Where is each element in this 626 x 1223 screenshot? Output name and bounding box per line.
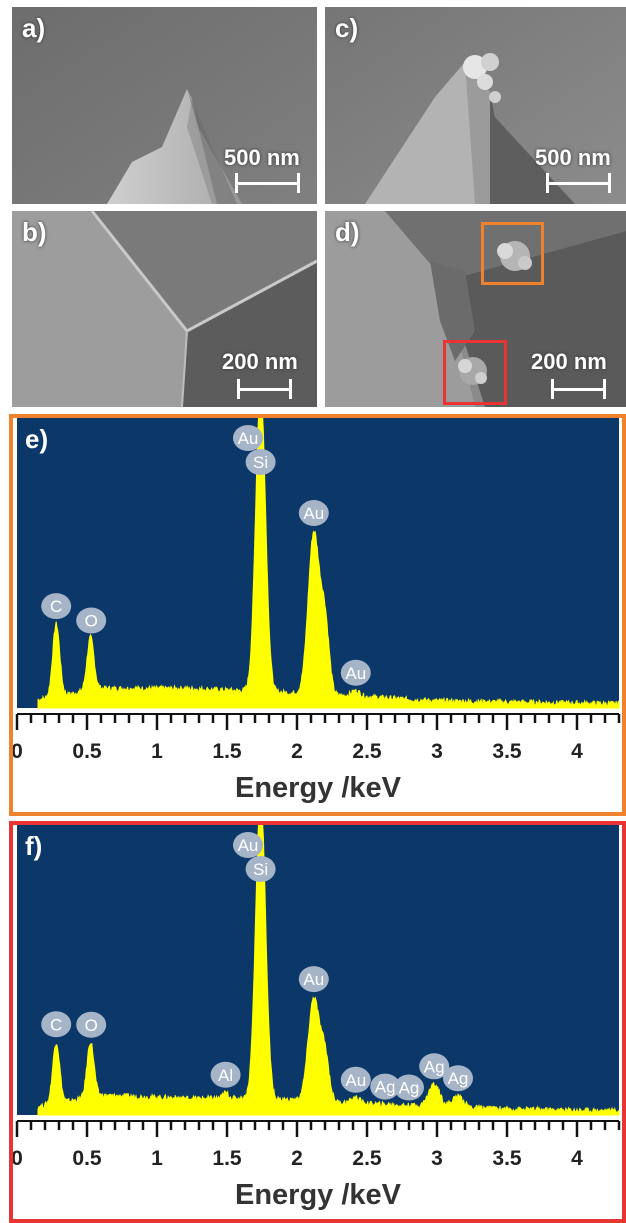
peak-label-o: O <box>76 607 107 634</box>
x-tick-label: 0 <box>13 740 23 763</box>
sem-image-tip-overview <box>12 7 317 204</box>
svg-text:Si: Si <box>253 860 268 879</box>
spectrum-trace <box>37 825 620 1116</box>
x-tick-label: 3.5 <box>492 1147 522 1170</box>
sem-panel-a: a) 500 nm <box>12 7 317 204</box>
x-tick-label: 1.5 <box>212 740 242 763</box>
peak-label-c: C <box>41 1011 72 1038</box>
scalebar-c: 500 nm <box>533 145 626 200</box>
roi-box-orange <box>481 222 544 285</box>
peak-label-au: Au <box>233 425 263 451</box>
x-tick-label: 2 <box>291 740 303 763</box>
peak-label-ag: Ag <box>419 1053 450 1080</box>
peak-label-si: Si <box>245 856 276 882</box>
scalebar-label-a: 500 nm <box>224 145 300 170</box>
svg-text:C: C <box>50 597 62 616</box>
x-tick-label: 0 <box>13 1147 23 1170</box>
scalebar-label-b: 200 nm <box>222 349 298 374</box>
x-tick-label: 3 <box>431 1147 443 1170</box>
x-tick-label: 1.5 <box>212 1147 242 1170</box>
x-axis-title: Energy /keV <box>235 1179 402 1211</box>
svg-text:Au: Au <box>345 664 366 683</box>
svg-text:Al: Al <box>218 1066 233 1085</box>
x-tick-label: 3.5 <box>492 740 522 763</box>
panel-label-d: d) <box>335 217 360 247</box>
x-tick-label: 4 <box>571 1147 583 1170</box>
svg-text:Au: Au <box>345 1071 366 1090</box>
eds-panel-e: e) C O Au Si Au Au 0 0.5 1 1.5 2 2.5 3 3.5 4 Energy /keV <box>9 414 626 816</box>
svg-text:Ag: Ag <box>424 1057 445 1076</box>
scalebar-label-d: 200 nm <box>531 349 607 374</box>
peak-label-ag: Ag <box>394 1074 424 1101</box>
peak-labels: C O Au Si Au Au <box>41 425 371 686</box>
scalebar-d: 200 nm <box>529 349 626 404</box>
peak-label-ag: Ag <box>443 1065 473 1092</box>
peak-label-au: Au <box>340 659 371 686</box>
svg-text:Au: Au <box>238 836 259 855</box>
scalebar-label-c: 500 nm <box>535 145 611 170</box>
svg-text:Au: Au <box>303 970 324 989</box>
peak-label-au: Au <box>340 1066 371 1093</box>
scalebar-b: 200 nm <box>220 349 317 404</box>
svg-text:Si: Si <box>253 453 268 472</box>
x-tick-label: 4 <box>571 740 583 763</box>
x-tick-label: 3 <box>431 740 443 763</box>
peak-label-au: Au <box>233 832 263 858</box>
svg-text:Ag: Ag <box>448 1069 469 1088</box>
panel-label-b: b) <box>22 217 47 247</box>
peak-label-ag: Ag <box>370 1073 401 1100</box>
x-tick-label: 2.5 <box>352 740 382 763</box>
svg-text:C: C <box>50 1015 62 1034</box>
spectrum-trace <box>37 418 620 709</box>
roi-box-red <box>443 340 507 405</box>
panel-label-f: f) <box>25 831 42 861</box>
sem-image-tip-with-particles <box>325 7 626 204</box>
peak-label-au: Au <box>298 966 329 993</box>
sem-panel-c: c) 500 nm <box>325 7 626 204</box>
svg-text:Ag: Ag <box>399 1079 420 1098</box>
peak-label-si: Si <box>245 449 276 475</box>
sem-image-apex-closeup <box>12 211 317 407</box>
sem-panel-b: b) 200 nm <box>12 211 317 407</box>
eds-panel-f: f) C O Al Au Si Au Au Ag Ag Ag Ag 0 0.5 1 1.5 2 2.5 3 3.5 4 E… <box>9 821 626 1223</box>
svg-text:O: O <box>85 1016 98 1035</box>
x-tick-label: 1 <box>151 740 163 763</box>
x-tick-label: 1 <box>151 1147 163 1170</box>
svg-text:Au: Au <box>303 504 324 523</box>
svg-text:O: O <box>85 611 98 630</box>
x-axis-title: Energy /keV <box>235 772 402 804</box>
x-tick-label: 2 <box>291 1147 303 1170</box>
sem-panel-d: d) 200 nm <box>325 211 626 407</box>
peak-label-c: C <box>41 593 72 620</box>
panel-label-e: e) <box>25 424 48 454</box>
scalebar-a: 500 nm <box>222 145 317 200</box>
x-tick-label: 0.5 <box>72 1147 102 1170</box>
peak-label-al: Al <box>210 1061 241 1088</box>
svg-text:Au: Au <box>238 429 259 448</box>
sem-image-apex-with-particles <box>325 211 626 407</box>
panel-label-c: c) <box>335 13 359 43</box>
peak-label-o: O <box>76 1011 107 1038</box>
panel-label-a: a) <box>22 13 46 43</box>
x-tick-label: 2.5 <box>352 1147 382 1170</box>
x-tick-label: 0.5 <box>72 740 102 763</box>
svg-text:Ag: Ag <box>375 1078 396 1097</box>
peak-label-au: Au <box>298 500 329 527</box>
eds-spectrum-e: e) C O Au Si Au Au 0 0.5 1 1.5 2 2.5 3 3.5 4 Energy /keV <box>13 418 621 804</box>
